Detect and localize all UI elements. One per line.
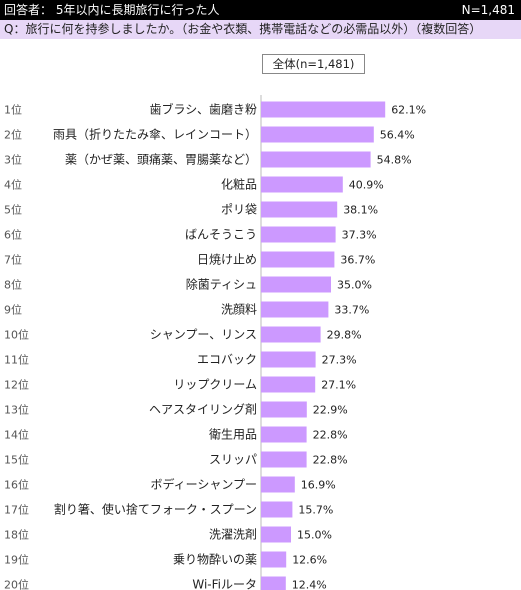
question-bar: Q：旅行に何を持参しましたか。（お金や衣類、携帯電話などの必需品以外）（複数回答… [0,20,521,39]
rank-label: 18位 [4,528,29,542]
category-label: 雨具（折りたたみ傘、レインコート） [53,127,257,142]
category-label: ヘアスタイリング剤 [149,402,257,417]
respondents-label: 回答者： 5年以内に長期旅行に行った人 [4,3,220,17]
bar [261,176,343,193]
value-label: 54.8% [377,154,412,167]
rank-label: 15位 [4,453,29,467]
rank-label: 17位 [4,503,29,517]
header-bar: 回答者： 5年以内に長期旅行に行った人 N=1,481 [0,0,521,20]
category-label: ばんそうこう [185,228,257,242]
bar [261,101,386,118]
value-label: 38.1% [343,204,378,217]
bar [261,476,295,493]
value-label: 35.0% [337,279,372,292]
rank-label: 3位 [4,153,22,167]
value-label: 22.9% [313,404,348,417]
value-label: 33.7% [334,304,369,317]
value-label: 15.0% [297,529,332,542]
bar [261,426,307,443]
category-label: 洗濯洗剤 [209,527,257,542]
value-label: 56.4% [380,129,415,142]
bar [261,501,293,518]
sample-size-label: N=1,481 [461,3,515,17]
value-label: 37.3% [342,229,377,242]
rank-label: 7位 [4,253,22,267]
rank-label: 12位 [4,378,29,392]
rank-label: 16位 [4,478,29,492]
rank-label: 20位 [4,578,29,590]
rank-label: 9位 [4,303,22,317]
category-label: スリッパ [209,453,257,467]
bar [261,326,321,343]
value-label: 15.7% [298,504,333,517]
bar [261,401,307,418]
question-text: Q：旅行に何を持参しましたか。（お金や衣類、携帯電話などの必需品以外）（複数回答… [4,22,482,36]
category-label: ポリ袋 [221,203,257,217]
rank-label: 14位 [4,428,29,442]
category-label: 洗顔料 [221,302,257,317]
chart-legend: 全体(n=1,481) [262,54,365,74]
category-label: Wi-Fiルータ [192,578,257,590]
category-label: シャンプー、リンス [150,328,257,342]
bar [261,276,331,293]
category-label: ボディーシャンプー [150,477,257,492]
rank-label: 5位 [4,203,22,217]
rank-label: 13位 [4,403,29,417]
value-label: 27.3% [322,354,357,367]
value-label: 36.7% [340,254,375,267]
category-label: 歯ブラシ、歯磨き粉 [149,102,257,117]
rank-label: 19位 [4,553,29,567]
bar [261,576,286,590]
category-label: 割り箸、使い捨てフォーク・スプーン [54,502,257,517]
value-label: 27.1% [321,379,356,392]
value-label: 40.9% [349,179,384,192]
bar [261,376,316,393]
rank-label: 1位 [4,103,22,117]
rank-label: 4位 [4,178,22,192]
value-label: 29.8% [327,329,362,342]
bar [261,351,316,368]
category-label: 日焼け止め [197,253,257,267]
bar [261,301,329,318]
bar [261,151,371,168]
bar [261,251,335,268]
bar [261,526,291,543]
category-label: 衛生用品 [209,428,257,442]
category-label: リップクリーム [173,378,257,392]
rank-label: 6位 [4,228,22,242]
value-label: 12.6% [292,554,327,567]
category-label: エコバック [197,353,257,367]
value-label: 62.1% [391,104,426,117]
bar [261,201,338,218]
bar [261,551,287,568]
value-label: 16.9% [301,479,336,492]
value-label: 12.4% [292,579,327,590]
value-label: 22.8% [313,429,348,442]
rank-label: 2位 [4,128,22,142]
bar [261,126,374,143]
category-label: 乗り物酔いの薬 [173,552,257,567]
category-label: 除菌ティシュ [186,277,257,292]
bar [261,226,336,243]
rank-label: 11位 [4,353,29,367]
category-label: 化粧品 [221,178,257,192]
bar [261,451,307,468]
rank-label: 10位 [4,328,29,342]
rank-label: 8位 [4,278,22,292]
category-label: 薬（かぜ薬、頭痛薬、胃腸薬など） [65,152,257,167]
value-label: 22.8% [313,454,348,467]
